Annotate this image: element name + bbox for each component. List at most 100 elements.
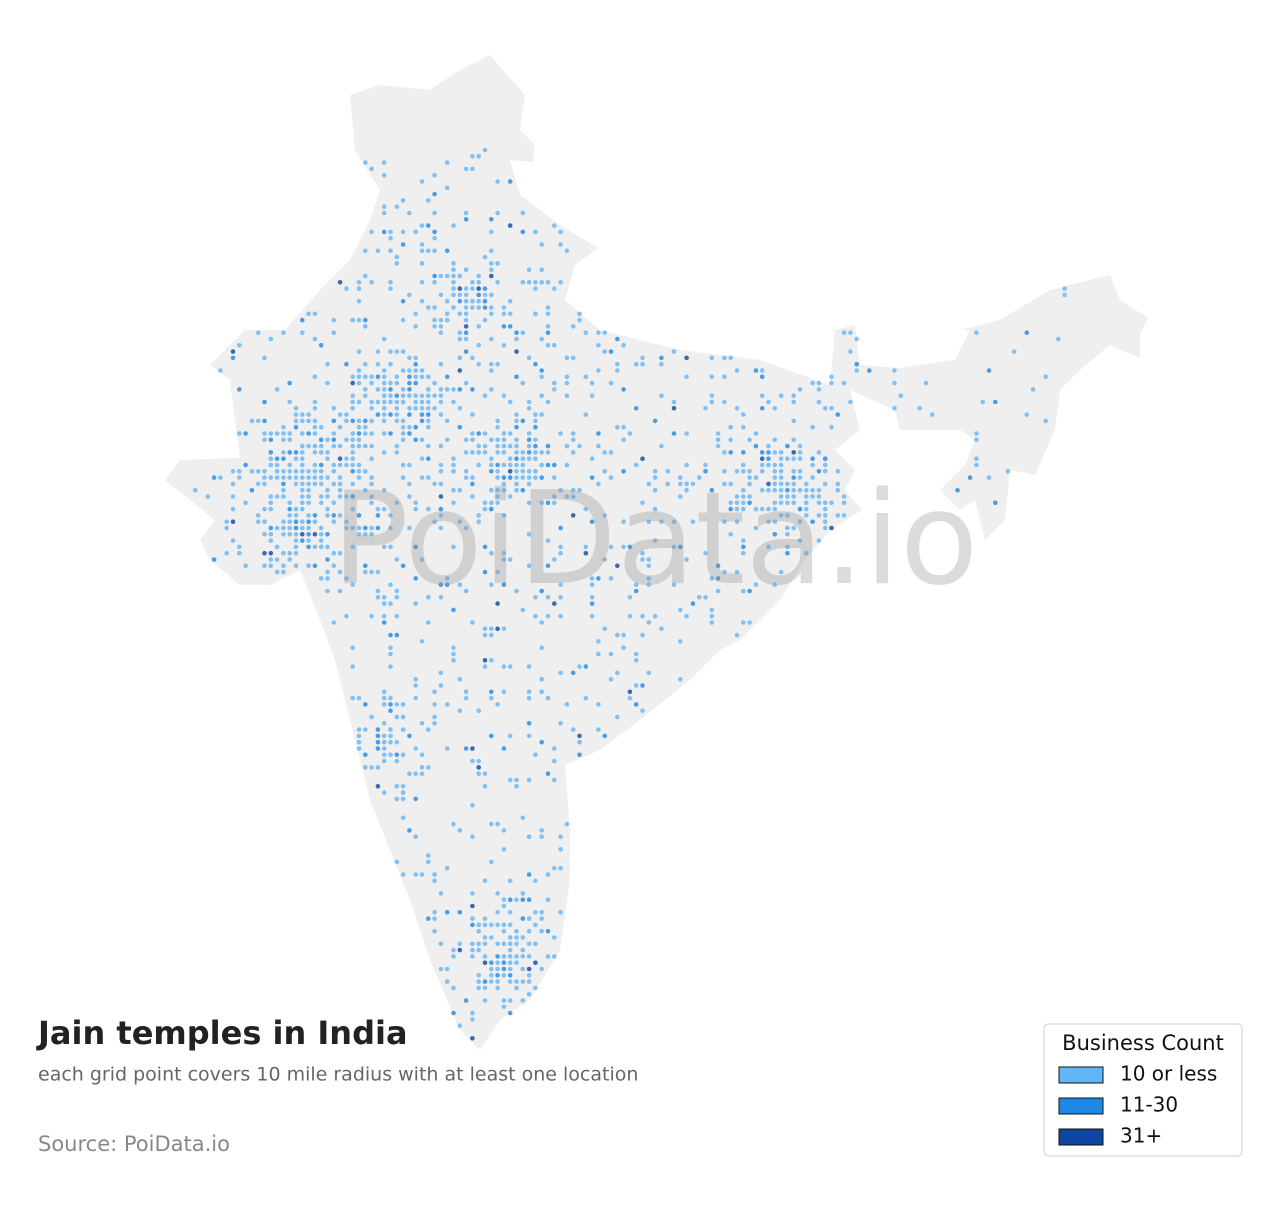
- grid-point: [463, 469, 469, 474]
- grid-point: [759, 450, 765, 455]
- grid-point: [558, 431, 563, 436]
- grid-point: [734, 494, 740, 499]
- grid-point: [268, 494, 274, 499]
- grid-point: [331, 330, 337, 336]
- grid-point: [300, 487, 305, 493]
- grid-point: [451, 456, 456, 462]
- grid-point: [312, 399, 318, 405]
- grid-point: [552, 557, 557, 562]
- grid-point: [463, 305, 469, 310]
- grid-point: [413, 368, 419, 373]
- grid-point: [388, 702, 393, 707]
- grid-point: [526, 267, 532, 273]
- grid-point: [533, 412, 538, 417]
- grid-point: [583, 412, 589, 417]
- grid-point: [640, 550, 645, 556]
- grid-point: [356, 418, 362, 424]
- subtitle: each grid point covers 10 mile radius wi…: [38, 1064, 638, 1086]
- grid-point: [337, 487, 343, 493]
- grid-point: [489, 966, 494, 972]
- grid-point: [558, 721, 563, 726]
- grid-point: [451, 286, 456, 291]
- grid-point: [470, 758, 475, 764]
- grid-point: [363, 469, 368, 474]
- grid-point: [331, 620, 337, 625]
- grid-point: [1043, 418, 1048, 424]
- grid-point: [344, 418, 349, 424]
- grid-point: [457, 330, 463, 336]
- grid-point: [589, 601, 595, 606]
- grid-point: [772, 462, 778, 468]
- grid-point: [507, 878, 513, 884]
- grid-point: [356, 437, 362, 443]
- grid-point: [507, 897, 513, 902]
- grid-point: [791, 393, 796, 399]
- grid-point: [419, 393, 425, 399]
- grid-point: [759, 487, 765, 493]
- grid-point: [785, 456, 790, 462]
- grid-point: [539, 588, 544, 594]
- grid-point: [633, 702, 639, 707]
- grid-point: [444, 298, 450, 304]
- grid-point: [816, 494, 822, 499]
- grid-point: [482, 431, 488, 436]
- grid-point: [495, 985, 500, 991]
- grid-point: [514, 456, 519, 462]
- grid-point: [444, 248, 450, 254]
- grid-point: [369, 475, 374, 480]
- grid-point: [363, 443, 368, 449]
- grid-point: [470, 494, 475, 499]
- grid-point: [659, 361, 664, 367]
- grid-point: [318, 437, 324, 443]
- grid-point: [778, 500, 784, 506]
- grid-point: [325, 437, 330, 443]
- grid-point: [318, 450, 324, 455]
- grid-point: [331, 317, 337, 323]
- grid-point: [363, 273, 368, 279]
- grid-point: [369, 500, 374, 506]
- grid-point: [495, 601, 500, 606]
- grid-point: [482, 626, 488, 632]
- legend-label: 11-30: [1120, 1093, 1178, 1117]
- grid-point: [785, 494, 790, 499]
- grid-point: [457, 910, 463, 915]
- grid-point: [577, 443, 582, 449]
- grid-point: [369, 406, 374, 411]
- grid-point: [507, 443, 513, 449]
- grid-point: [413, 676, 419, 682]
- grid-point: [835, 412, 841, 417]
- grid-point: [192, 487, 198, 493]
- grid-point: [577, 311, 582, 317]
- grid-point: [438, 941, 444, 947]
- grid-point: [507, 311, 513, 317]
- legend-label: 31+: [1120, 1124, 1162, 1148]
- grid-point: [728, 500, 733, 506]
- grid-point: [829, 374, 834, 380]
- grid-point: [287, 506, 293, 512]
- grid-point: [388, 727, 393, 732]
- grid-point: [388, 664, 393, 669]
- grid-point: [413, 355, 419, 361]
- grid-point: [369, 494, 374, 499]
- grid-point: [419, 406, 425, 411]
- grid-point: [350, 406, 356, 411]
- grid-point: [444, 311, 450, 317]
- grid-point: [463, 292, 469, 298]
- grid-point: [300, 418, 305, 424]
- grid-point: [671, 349, 677, 354]
- grid-point: [363, 487, 368, 493]
- grid-point: [463, 217, 469, 222]
- grid-point: [470, 412, 475, 417]
- legend-swatch: [1058, 1128, 1104, 1146]
- grid-point: [564, 355, 570, 361]
- grid-point: [388, 248, 393, 254]
- grid-point: [482, 254, 488, 260]
- grid-point: [615, 563, 620, 569]
- grid-point: [381, 506, 387, 512]
- grid-point: [526, 399, 532, 405]
- grid-point: [507, 973, 513, 978]
- grid-point: [356, 280, 362, 285]
- grid-point: [281, 481, 286, 487]
- legend-swatch: [1058, 1066, 1104, 1084]
- grid-point: [369, 431, 374, 436]
